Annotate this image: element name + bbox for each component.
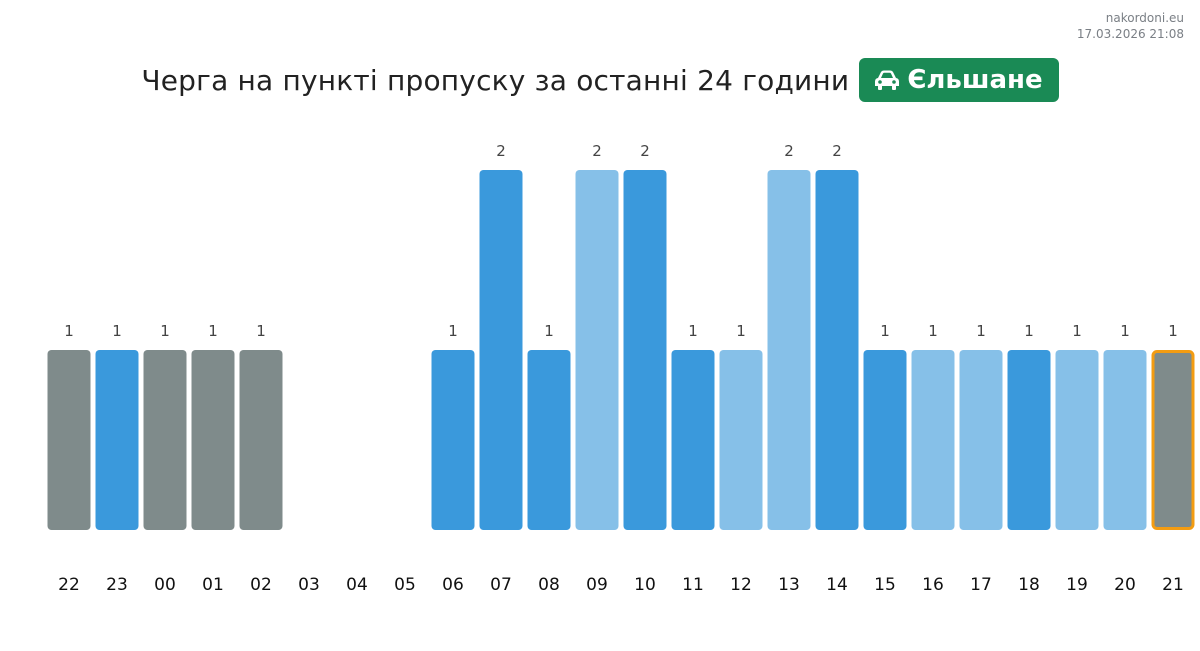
bar-07 — [479, 170, 523, 530]
data-label-10: 2 — [640, 142, 650, 160]
bar-20 — [1103, 350, 1147, 530]
x-tick-label-04: 04 — [346, 575, 368, 595]
bar-11 — [671, 350, 715, 530]
x-tick-label-05: 05 — [394, 575, 416, 595]
data-label-20: 1 — [1120, 322, 1130, 340]
bar-08 — [527, 350, 571, 530]
data-label-09: 2 — [592, 142, 602, 160]
bar-22 — [47, 350, 91, 530]
x-tick-label-23: 23 — [106, 575, 128, 595]
bar-16 — [911, 350, 955, 530]
x-tick-label-15: 15 — [874, 575, 896, 595]
bar-01 — [191, 350, 235, 530]
x-tick-label-00: 00 — [154, 575, 176, 595]
bar-21 — [1151, 350, 1195, 530]
data-label-22: 1 — [64, 322, 74, 340]
x-tick-label-10: 10 — [634, 575, 656, 595]
x-tick-label-01: 01 — [202, 575, 224, 595]
data-label-07: 2 — [496, 142, 506, 160]
chart-title: Черга на пункті пропуску за останні 24 г… — [141, 63, 850, 97]
data-label-11: 1 — [688, 322, 698, 340]
car-icon — [875, 70, 900, 90]
x-tick-label-17: 17 — [970, 575, 992, 595]
bar-23 — [95, 350, 139, 530]
x-tick-label-11: 11 — [682, 575, 704, 595]
data-label-01: 1 — [208, 322, 218, 340]
x-tick-label-19: 19 — [1066, 575, 1088, 595]
x-tick-label-13: 13 — [778, 575, 800, 595]
data-label-14: 2 — [832, 142, 842, 160]
bar-13 — [767, 170, 811, 530]
bar-18 — [1007, 350, 1051, 530]
data-label-08: 1 — [544, 322, 554, 340]
bar-19 — [1055, 350, 1099, 530]
bar-00 — [143, 350, 187, 530]
x-tick-label-18: 18 — [1018, 575, 1040, 595]
x-tick-label-09: 09 — [586, 575, 608, 595]
x-tick-label-20: 20 — [1114, 575, 1136, 595]
bar-02 — [239, 350, 283, 530]
x-tick-label-21: 21 — [1162, 575, 1184, 595]
bar-17 — [959, 350, 1003, 530]
x-tick-label-14: 14 — [826, 575, 848, 595]
bar-14 — [815, 170, 859, 530]
data-label-21: 1 — [1168, 322, 1178, 340]
bar-06 — [431, 350, 475, 530]
data-label-02: 1 — [256, 322, 266, 340]
x-tick-label-03: 03 — [298, 575, 320, 595]
title-row: Черга на пункті пропуску за останні 24 г… — [0, 58, 1200, 102]
timestamp: 17.03.2026 21:08 — [1076, 27, 1184, 41]
checkpoint-badge: Єльшане — [859, 58, 1059, 102]
bar-09 — [575, 170, 619, 530]
data-label-13: 2 — [784, 142, 794, 160]
x-tick-label-07: 07 — [490, 575, 512, 595]
data-label-16: 1 — [928, 322, 938, 340]
site-name: nakordoni.eu — [1105, 11, 1184, 25]
x-tick-label-02: 02 — [250, 575, 272, 595]
x-tick-label-16: 16 — [922, 575, 944, 595]
bar-12 — [719, 350, 763, 530]
data-label-12: 1 — [736, 322, 746, 340]
x-tick-label-08: 08 — [538, 575, 560, 595]
x-tick-label-06: 06 — [442, 575, 464, 595]
data-label-19: 1 — [1072, 322, 1082, 340]
site-info: nakordoni.eu 17.03.2026 21:08 — [1077, 10, 1184, 42]
data-label-15: 1 — [880, 322, 890, 340]
x-tick-label-22: 22 — [58, 575, 80, 595]
bar-10 — [623, 170, 667, 530]
bar-15 — [863, 350, 907, 530]
data-label-17: 1 — [976, 322, 986, 340]
data-label-00: 1 — [160, 322, 170, 340]
x-tick-label-12: 12 — [730, 575, 752, 595]
data-label-18: 1 — [1024, 322, 1034, 340]
data-label-06: 1 — [448, 322, 458, 340]
data-label-23: 1 — [112, 322, 122, 340]
checkpoint-name: Єльшане — [907, 65, 1043, 95]
